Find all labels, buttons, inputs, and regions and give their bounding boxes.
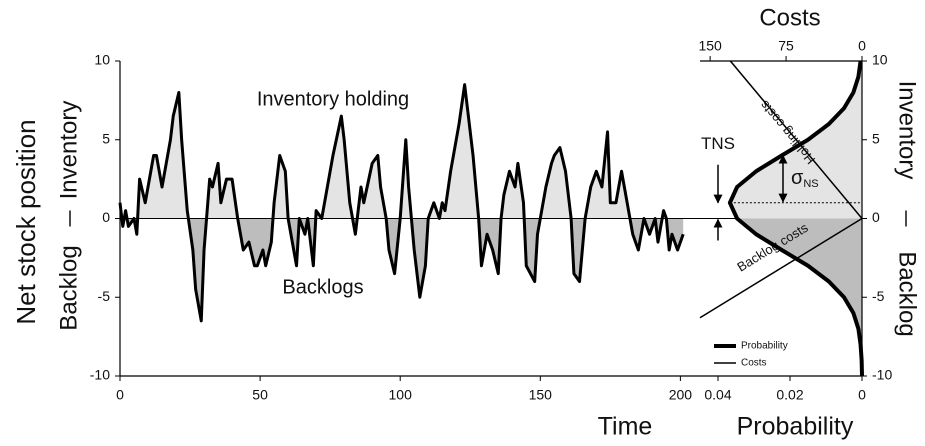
area-below bbox=[737, 218, 862, 376]
x-tick-label: 50 bbox=[252, 387, 268, 403]
y-tick-label: -10 bbox=[90, 367, 110, 383]
annotation: Backlogs bbox=[282, 276, 363, 298]
cost-line bbox=[699, 217, 863, 319]
data-line bbox=[118, 83, 685, 323]
annotation: Inventory holding bbox=[257, 88, 409, 110]
sigma-subscript: NS bbox=[803, 178, 818, 190]
upper-label: Inventory bbox=[55, 101, 82, 200]
x-axis-title: Probability bbox=[737, 413, 854, 441]
x2-axis-title: Costs bbox=[759, 4, 820, 31]
sigma-label: σNS bbox=[791, 167, 819, 190]
y-tick-label: -5 bbox=[872, 288, 885, 304]
x2-tick-label: 150 bbox=[698, 38, 722, 54]
probability-line bbox=[727, 60, 864, 377]
y-tick-label: 5 bbox=[872, 130, 880, 146]
x-axis-title: Time bbox=[598, 413, 653, 441]
lower-label: Backlog bbox=[894, 251, 921, 336]
x-tick-label: 0.04 bbox=[704, 387, 731, 403]
x2-tick-label: 75 bbox=[778, 38, 794, 54]
y-tick-label: 5 bbox=[102, 130, 110, 146]
lower-label: Backlog bbox=[55, 245, 82, 330]
x-tick-label: 200 bbox=[669, 387, 693, 403]
y-tick-label: 0 bbox=[102, 209, 110, 225]
y-tick-label: 0 bbox=[872, 209, 880, 225]
x-tick-label: 150 bbox=[529, 387, 553, 403]
cost-line bbox=[729, 60, 863, 219]
area-below bbox=[120, 218, 684, 321]
upper-label: Inventory bbox=[894, 81, 921, 180]
y-tick-label: 10 bbox=[94, 52, 110, 68]
y-tick-label: 10 bbox=[872, 52, 888, 68]
x-tick-label: 0 bbox=[858, 387, 866, 403]
legend-label: Probability bbox=[741, 341, 788, 352]
x-tick-label: 100 bbox=[389, 387, 413, 403]
tns-label: TNS bbox=[701, 134, 735, 153]
x2-tick-label: 0 bbox=[858, 38, 866, 54]
y-axis-title: Net stock position bbox=[11, 119, 41, 324]
y-tick-label: -10 bbox=[872, 367, 892, 383]
x-tick-label: 0 bbox=[116, 387, 124, 403]
sigma-symbol: σ bbox=[791, 167, 804, 189]
y-tick-label: -5 bbox=[98, 288, 111, 304]
legend-label: Costs bbox=[741, 358, 767, 369]
x-tick-label: 0.02 bbox=[776, 387, 803, 403]
